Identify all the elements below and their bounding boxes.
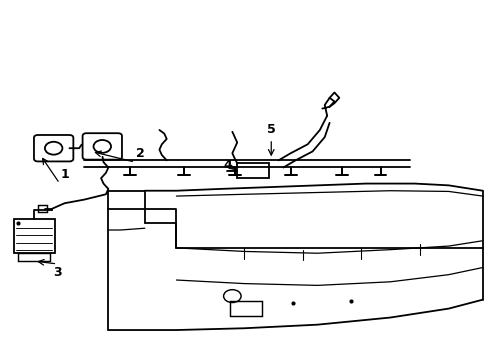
- Text: 5: 5: [266, 123, 275, 136]
- Text: 4: 4: [223, 159, 231, 172]
- Bar: [229, 301, 261, 316]
- Text: 1: 1: [60, 168, 69, 181]
- Bar: [38, 205, 46, 212]
- Text: 3: 3: [53, 266, 61, 279]
- Bar: [237, 163, 268, 178]
- Text: 2: 2: [135, 147, 144, 160]
- Bar: [19, 253, 50, 261]
- Bar: [14, 219, 55, 253]
